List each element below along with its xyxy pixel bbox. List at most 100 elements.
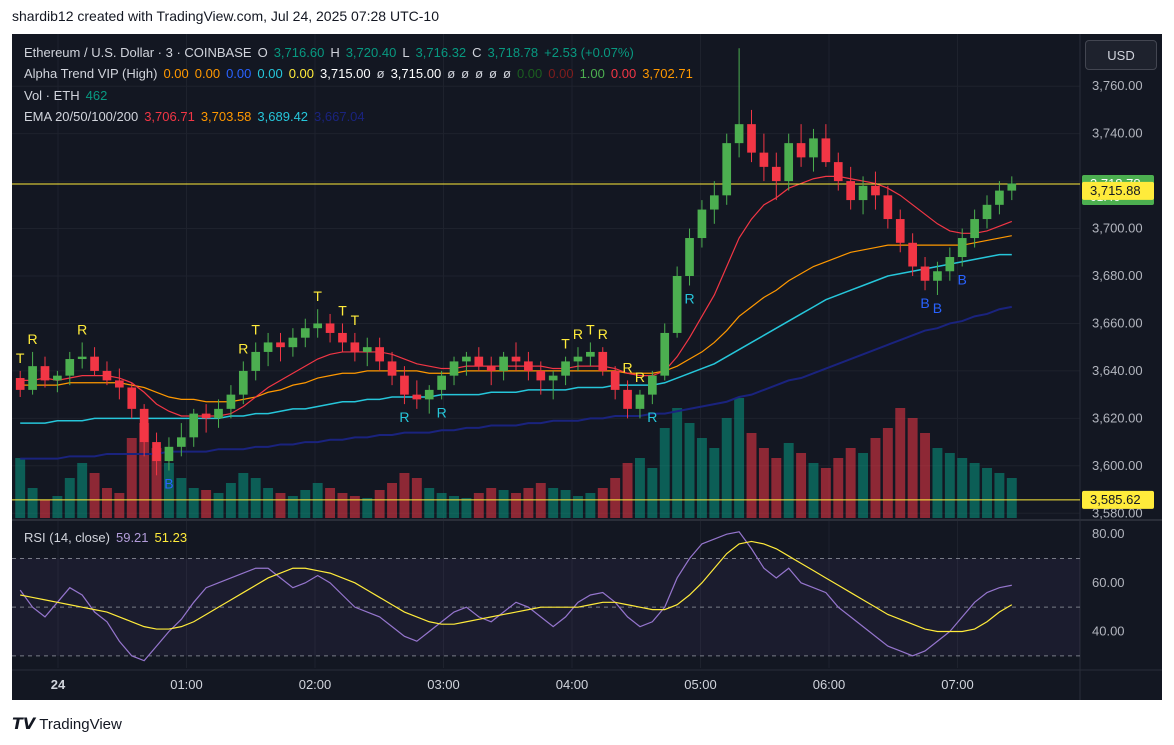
signal-label: B [164, 476, 173, 492]
alpha-value-12: ø [503, 66, 511, 81]
volume-bar [585, 493, 596, 518]
candle-body [548, 375, 558, 381]
candle-body [660, 332, 670, 376]
volume-bar [362, 498, 373, 518]
volume-bar [944, 453, 955, 518]
candle-body [77, 356, 87, 360]
legend-low-label: L [402, 45, 410, 60]
legend-ema-values: 3,706.71 3,703.58 3,689.42 3,667.04 [144, 109, 370, 124]
volume-bar [188, 488, 199, 518]
legend-high: 3,720.40 [345, 45, 397, 60]
volume-bar [907, 418, 918, 518]
footer-brand[interactable]: 𝙏𝙑 TradingView [12, 714, 122, 734]
candle-body [598, 351, 608, 371]
price-tick-label: 3,620.00 [1092, 410, 1143, 425]
volume-bar [771, 458, 782, 518]
legend-close-label: C [472, 45, 482, 60]
legend-low: 3,716.32 [415, 45, 467, 60]
alpha-value-1: 0.00 [194, 66, 221, 81]
volume-bar [858, 453, 869, 518]
legend-rsi-ma-value: 51.23 [154, 530, 188, 545]
ema-100-line [20, 253, 1012, 424]
volume-bar [126, 438, 137, 518]
volume-bar [982, 468, 992, 518]
volume-bar [263, 488, 274, 518]
legend-rsi-value: 59.21 [115, 530, 149, 545]
candle-body [722, 143, 732, 196]
candle-body [784, 143, 794, 182]
candle-body [623, 389, 632, 409]
time-tick-label: 02:00 [299, 677, 332, 692]
volume-bar [659, 428, 670, 518]
candle-body [672, 276, 682, 333]
alpha-value-13: 0.00 [516, 66, 543, 81]
candle-body [28, 366, 37, 390]
candle-body [945, 257, 955, 272]
volume-bar [932, 448, 943, 518]
candle-body [734, 124, 744, 144]
volume-bar [597, 488, 608, 518]
volume-bar [27, 488, 38, 518]
candle-body [796, 143, 806, 158]
time-tick-label: 24 [51, 677, 66, 692]
alpha-value-9: ø [461, 66, 470, 81]
signal-label: B [933, 300, 942, 316]
volume-bar [238, 473, 249, 518]
candle-body [375, 347, 384, 362]
legend-alpha-name[interactable]: Alpha Trend VIP (High) [24, 66, 158, 81]
volume-bar [436, 493, 447, 518]
volume-bar [573, 496, 583, 518]
candle-body [65, 359, 75, 376]
candle-body [115, 380, 124, 388]
candle-body [908, 242, 917, 267]
volume-bar [560, 490, 571, 518]
signal-label: T [561, 336, 570, 352]
candle-body [102, 370, 112, 381]
volume-bar [176, 478, 187, 518]
candle-body [313, 323, 323, 329]
candle-body [970, 219, 979, 239]
volume-bar [213, 493, 224, 518]
alpha-value-0: 0.00 [163, 66, 189, 81]
price-axis-badge [1082, 181, 1154, 200]
volume-bar [969, 463, 980, 518]
candle-body [474, 356, 484, 367]
volume-bar [287, 496, 298, 518]
legend-symbol-row: Ethereum / U.S. Dollar · 3 · COINBASE O 3,… [24, 45, 640, 60]
candle-body [15, 378, 25, 390]
signal-label: T [351, 312, 360, 328]
candle-body [635, 394, 645, 409]
time-tick-label: 03:00 [427, 677, 460, 692]
volume-bar [882, 428, 893, 518]
volume-bar [783, 443, 794, 518]
signal-label: R [437, 404, 447, 420]
candle-body [895, 219, 905, 243]
volume-bar [337, 493, 348, 518]
volume-bar [721, 418, 732, 518]
price-tick-label: 3,760.00 [1092, 78, 1143, 93]
chart-frame [12, 34, 1162, 700]
volume-bar [758, 448, 769, 518]
candle-body [412, 394, 422, 400]
legend-close: 3,718.78 [487, 45, 539, 60]
currency-button[interactable]: USD [1085, 40, 1157, 70]
alpha-value-16: 0.00 [610, 66, 637, 81]
volume-bar [461, 498, 472, 518]
tradingview-logo-icon: 𝙏𝙑 [12, 716, 36, 733]
candle-body [238, 370, 248, 395]
volume-bar [622, 463, 633, 518]
candle-body [759, 152, 769, 167]
legend-symbol[interactable]: Ethereum / U.S. Dollar · 3 · COINBASE [24, 45, 252, 60]
time-tick-label: 04:00 [556, 677, 589, 692]
candle-body [511, 356, 521, 362]
candle-body [288, 337, 298, 348]
alpha-value-4: 0.00 [288, 66, 315, 81]
legend-volume-name[interactable]: Vol · ETH [24, 88, 80, 103]
candle-body [833, 162, 843, 182]
volume-bar [870, 438, 881, 518]
volume-bar [349, 496, 360, 518]
legend-open: 3,716.60 [273, 45, 325, 60]
legend-ema-name[interactable]: EMA 20/50/100/200 [24, 109, 139, 124]
legend-rsi-name[interactable]: RSI (14, close) [24, 530, 110, 545]
